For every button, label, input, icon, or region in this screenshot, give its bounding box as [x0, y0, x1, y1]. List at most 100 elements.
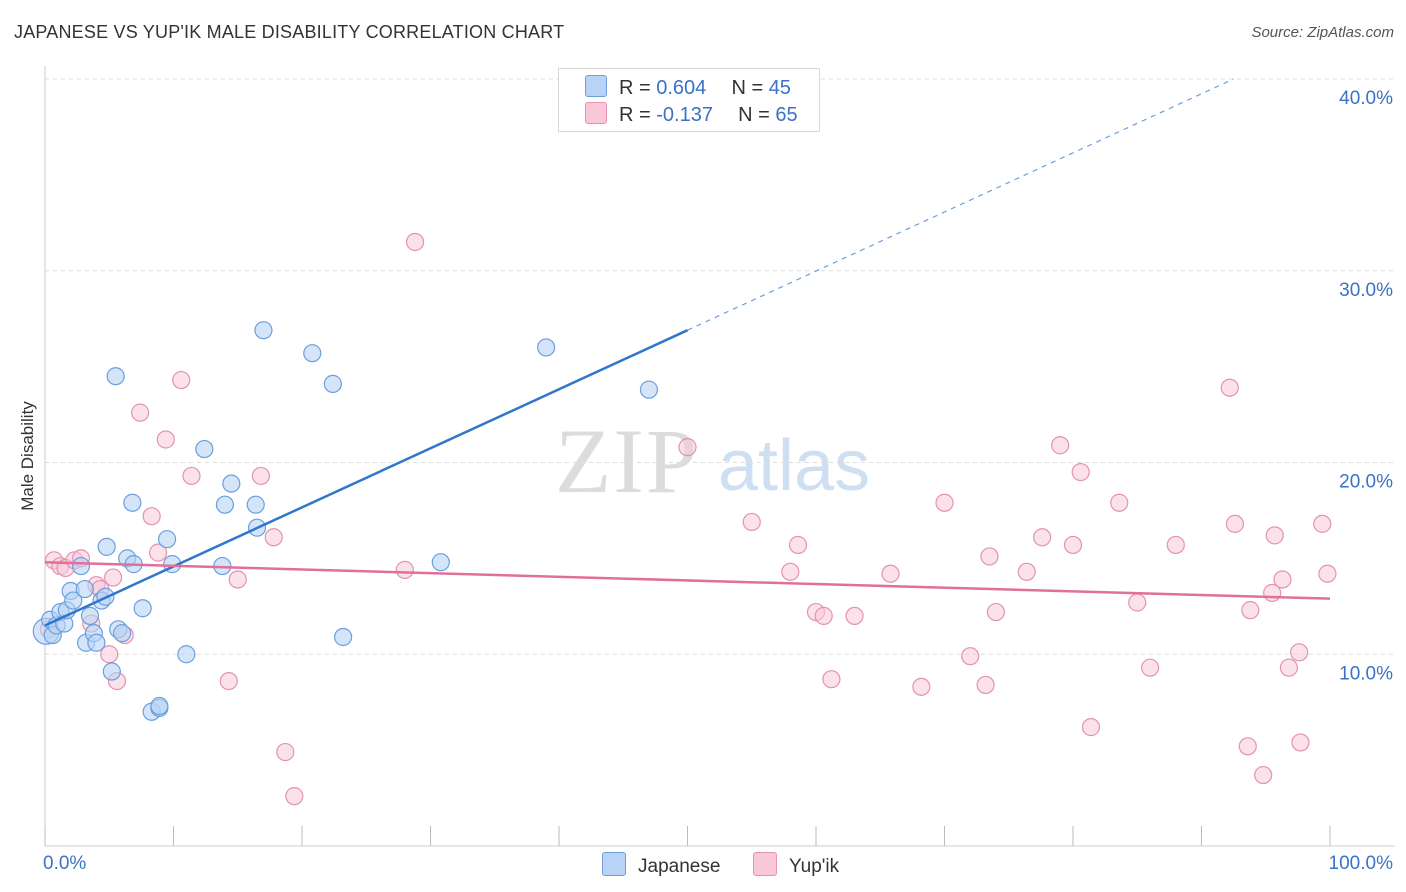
yupik-point [1238, 737, 1257, 756]
japanese-point [537, 338, 556, 357]
japanese-point [334, 627, 353, 647]
legend-row-yupik: R = -0.137 N = 65 [585, 102, 798, 126]
yupik-point [1290, 643, 1309, 662]
japanese-trendline-extension [687, 78, 1234, 331]
x-tick-label-min: 0.0% [43, 853, 86, 874]
japanese-point [254, 321, 273, 340]
yupik-point [980, 547, 999, 566]
yupik-point [788, 535, 808, 555]
y-tick-label-0: 10.0% [1339, 663, 1393, 684]
yupik-point [845, 606, 864, 626]
yupik-point [742, 512, 761, 532]
yupik-point [1291, 733, 1310, 752]
yupik-point [678, 438, 697, 457]
yupik-point [100, 645, 119, 664]
japanese-n-value: 45 [768, 77, 791, 99]
yupik-point [1220, 378, 1239, 397]
bottom-legend-yupik: Yup'ik [753, 852, 839, 878]
yupik-point [1063, 535, 1083, 555]
japanese-point [177, 645, 196, 664]
y-tick-label-1: 20.0% [1339, 472, 1393, 493]
watermark-atlas: atlas [718, 426, 870, 506]
yupik-point [814, 606, 833, 626]
japanese-r-label: R = [619, 77, 651, 99]
yupik-point [1081, 718, 1101, 737]
yupik-point [1313, 514, 1332, 533]
yupik-point [961, 647, 980, 666]
japanese-point [222, 474, 241, 493]
yupik-point [1279, 658, 1298, 677]
yupik-point [104, 568, 123, 587]
bottom-yupik-label: Yup'ik [789, 856, 840, 877]
yupik-point [264, 528, 283, 547]
bottom-yupik-swatch [753, 852, 777, 876]
watermark-zip: ZIP [555, 410, 699, 512]
yupik-trendline [44, 560, 1331, 600]
japanese-point [133, 599, 152, 618]
yupik-point [822, 670, 841, 689]
yupik-point [219, 671, 238, 691]
japanese-point [157, 530, 177, 549]
yupik-point [935, 493, 954, 512]
yupik-r-label: R = [619, 104, 651, 126]
bottom-japanese-swatch [602, 852, 626, 876]
yupik-point [395, 560, 414, 579]
yupik-point [1273, 570, 1292, 589]
japanese-point [639, 380, 659, 399]
watermark: ZIP atlas [555, 410, 870, 512]
japanese-point [303, 344, 322, 363]
japanese-swatch [585, 75, 607, 97]
yupik-point [130, 403, 150, 422]
yupik-point [1033, 528, 1052, 547]
japanese-point [150, 696, 169, 716]
japanese-trendline [44, 329, 689, 627]
yupik-point [285, 787, 304, 806]
japanese-point [431, 553, 450, 572]
correlation-legend: R = 0.604 N = 45 R = -0.137 N = 65 [558, 68, 820, 132]
yupik-point [1318, 564, 1337, 583]
japanese-points [32, 321, 659, 721]
legend-row-japanese: R = 0.604 N = 45 [585, 75, 791, 99]
japanese-point [97, 537, 116, 556]
yupik-point [1051, 436, 1070, 455]
yupik-point [142, 507, 161, 526]
yupik-point [1225, 514, 1245, 533]
chart-title: JAPANESE VS YUP'IK MALE DISABILITY CORRE… [14, 22, 565, 42]
japanese-point [102, 662, 121, 681]
yupik-swatch [585, 102, 607, 124]
japanese-point [246, 495, 265, 514]
yupik-point [228, 570, 247, 589]
japanese-point [106, 367, 125, 386]
yupik-point [781, 562, 800, 581]
japanese-point [80, 606, 100, 626]
yupik-point [1110, 493, 1129, 512]
yupik-r-value: -0.137 [656, 104, 713, 126]
japanese-point [75, 579, 94, 599]
yupik-point [251, 466, 270, 486]
yupik-point [912, 677, 931, 696]
yupik-point [1265, 526, 1284, 545]
japanese-point [123, 493, 142, 512]
yupik-point [276, 742, 295, 762]
y-tick-label-3: 40.0% [1339, 88, 1393, 109]
japanese-point [71, 556, 91, 576]
source-label: Source: ZipAtlas.com [1251, 24, 1394, 41]
yupik-point [1071, 462, 1090, 482]
y-tick-label-2: 30.0% [1339, 280, 1393, 301]
x-tick-label-max: 100.0% [1329, 853, 1394, 874]
bottom-japanese-label: Japanese [638, 856, 721, 877]
japanese-point [323, 374, 342, 393]
yupik-points [39, 232, 1337, 806]
yupik-point [156, 430, 175, 449]
yupik-point [172, 370, 191, 390]
japanese-point [64, 591, 83, 610]
yupik-n-value: 65 [775, 104, 798, 126]
japanese-point [112, 624, 132, 643]
trendlines [44, 78, 1331, 627]
bottom-legend-japanese: Japanese [602, 852, 720, 878]
tick-labels: 10.0% 20.0% 30.0% 40.0% 0.0% 100.0% [43, 88, 1393, 874]
japanese-point [215, 495, 234, 514]
yupik-point [881, 564, 900, 583]
axes [44, 66, 1395, 847]
